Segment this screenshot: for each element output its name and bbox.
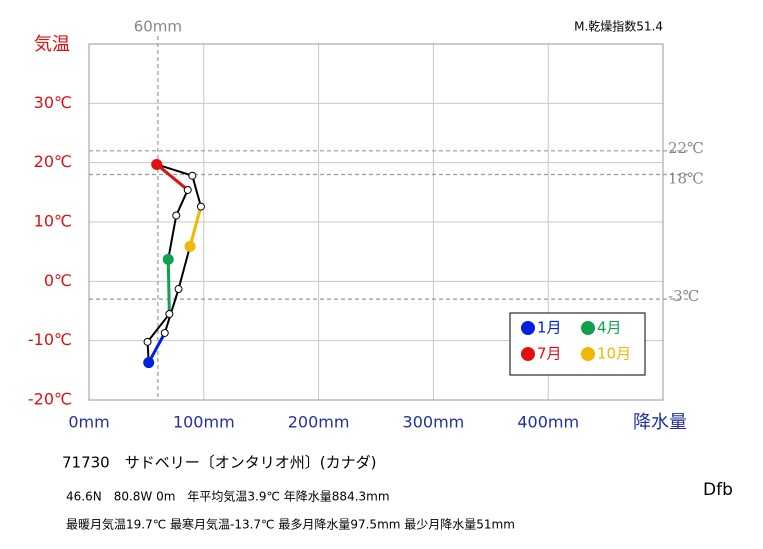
month-point — [165, 309, 174, 318]
month-point — [183, 185, 192, 194]
month-point — [151, 158, 163, 170]
y-axis-title: 気温 — [34, 34, 70, 55]
x-tick-label: 200mm — [288, 413, 350, 432]
y-tick-label: -20℃ — [28, 390, 72, 409]
y-tick-label: 20℃ — [34, 152, 72, 171]
chart-title: 71730 サドベリー〔オンタリオ州〕(カナダ) — [62, 454, 376, 472]
reference-label: -3℃ — [668, 287, 699, 305]
reference-label: 22℃ — [668, 139, 704, 157]
x-axis-title: 降水量 — [633, 412, 687, 433]
plot-frame — [88, 43, 664, 401]
legend-swatch — [521, 321, 535, 335]
legend-swatch — [581, 321, 595, 335]
x-tick-label: 400mm — [517, 413, 579, 432]
month-point — [172, 211, 181, 220]
note: 46.6N 80.8W 0m 年平均気温3.9℃ 年降水量884.3mm — [66, 489, 390, 504]
legend-label: 1月 — [537, 319, 562, 337]
note: 最暖月気温19.7℃ 最寒月気温-13.7℃ 最多月降水量97.5mm 最少月降… — [66, 517, 515, 532]
legend-swatch — [581, 347, 595, 361]
highlight-segment — [147, 332, 167, 364]
legend-label: 4月 — [597, 319, 622, 337]
climate-class: Dfb — [703, 480, 733, 500]
month-point — [160, 328, 169, 337]
month-point — [174, 285, 183, 294]
month-point — [188, 171, 197, 180]
y-tick-label: 10℃ — [34, 212, 72, 231]
month-point — [196, 202, 205, 211]
month-point — [162, 253, 174, 265]
reference-label: 60mm — [134, 18, 182, 36]
legend-label: 7月 — [537, 345, 562, 363]
y-tick-label: 0℃ — [44, 271, 72, 290]
highlight-segment — [155, 163, 189, 192]
reference-label: 18℃ — [668, 170, 704, 188]
subtitle: M.乾燥指数51.4 — [574, 19, 663, 34]
x-tick-label: 0mm — [68, 413, 109, 432]
highlight-segment — [188, 206, 203, 247]
month-point — [143, 337, 152, 346]
month-point — [184, 240, 196, 252]
x-tick-label: 300mm — [403, 413, 465, 432]
month-point — [143, 357, 155, 369]
x-tick-label: 100mm — [173, 413, 235, 432]
y-tick-label: -10℃ — [28, 330, 72, 349]
legend-label: 10月 — [597, 345, 631, 363]
climate-line — [146, 163, 202, 367]
legend-swatch — [521, 347, 535, 361]
y-tick-label: 30℃ — [34, 93, 72, 112]
highlight-segment — [166, 259, 171, 314]
